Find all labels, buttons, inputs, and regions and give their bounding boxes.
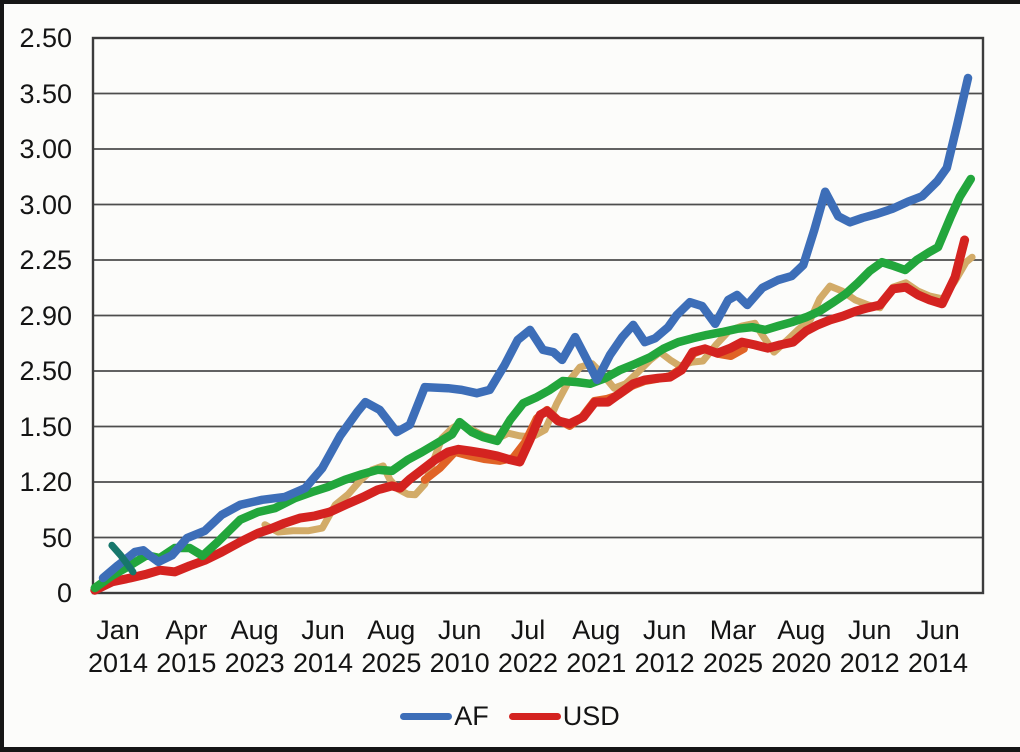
y-tick-label: 1.20 <box>19 467 72 497</box>
series-line-teal-mark <box>108 541 137 576</box>
x-tick-label: Jun 2010 <box>429 615 490 678</box>
canvas-border-bottom <box>0 747 1020 752</box>
legend-label-af: AF <box>454 701 489 731</box>
y-tick-label: 2.25 <box>19 245 72 275</box>
x-tick-label: Jun 2014 <box>292 615 354 678</box>
legend-label-usd: USD <box>562 701 620 731</box>
x-tick-label: Jun 2012 <box>634 615 695 678</box>
y-tick-label: 50 <box>41 522 72 553</box>
canvas-border-top <box>0 0 1020 4</box>
legend-item-af: AF <box>400 701 489 732</box>
y-tick-label: 2.90 <box>19 300 72 331</box>
y-tick-label: 2.50 <box>19 356 72 386</box>
legend-item-usd: USD <box>508 701 620 732</box>
x-tick-label: Aug 2021 <box>566 615 627 678</box>
x-tick-label: Aug 2020 <box>771 615 832 678</box>
x-tick-label: Jun 2014 <box>907 615 968 678</box>
usd-line-swatch <box>508 713 561 720</box>
af-line-swatch <box>400 713 453 720</box>
series-line-green <box>90 174 976 593</box>
y-tick-label: 3.50 <box>19 78 72 109</box>
x-tick-label: Jun 2012 <box>839 615 900 678</box>
x-tick-label: Jul 2022 <box>497 615 558 678</box>
y-tick-label: 0 <box>56 578 72 608</box>
plot-border <box>91 36 985 595</box>
y-tick-label: 3.00 <box>19 189 72 220</box>
x-tick-label: Apr 2015 <box>156 615 217 678</box>
series-line-USD <box>90 235 970 595</box>
x-tick-label: Mar 2025 <box>702 615 763 678</box>
y-tick-label: 2.50 <box>19 23 72 53</box>
chart-legend: AF USD <box>0 701 1020 732</box>
canvas-border-left <box>0 0 4 752</box>
x-tick-label: Aug 2023 <box>224 615 285 678</box>
y-tick-label: 1.50 <box>19 411 72 442</box>
y-tick-label: 3.00 <box>19 134 72 164</box>
x-tick-label: Jan 2014 <box>87 615 149 678</box>
series-line-AF <box>98 73 973 583</box>
x-tick-label: Aug 2025 <box>361 615 422 678</box>
